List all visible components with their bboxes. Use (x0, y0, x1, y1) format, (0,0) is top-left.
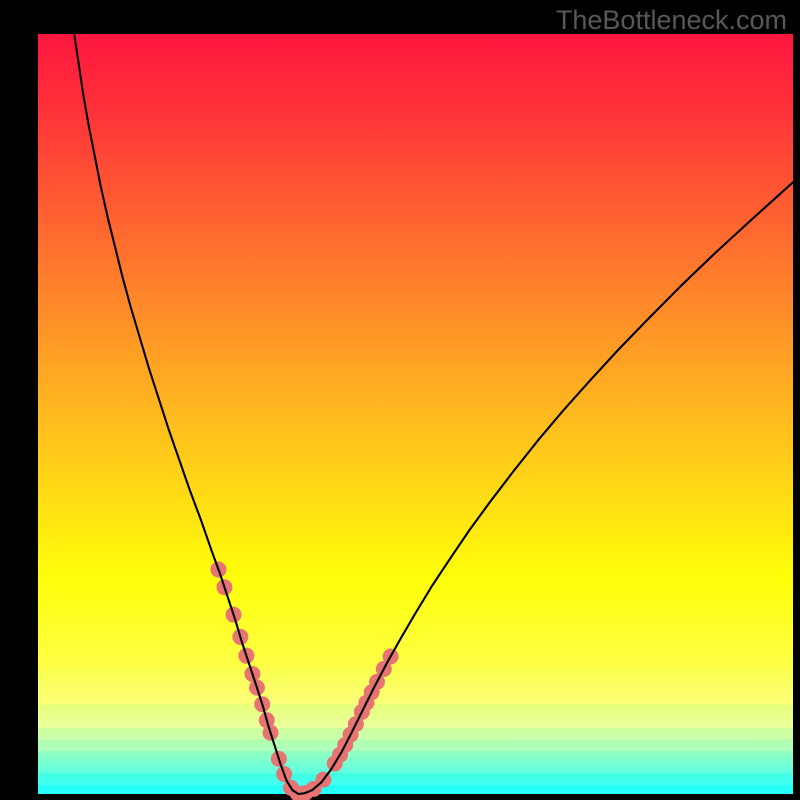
curve-overlay (38, 34, 793, 794)
watermark-text: TheBottleneck.com (556, 5, 787, 36)
bottleneck-chart (38, 34, 793, 794)
marker-group (210, 561, 398, 800)
bottleneck-curve (74, 34, 793, 794)
